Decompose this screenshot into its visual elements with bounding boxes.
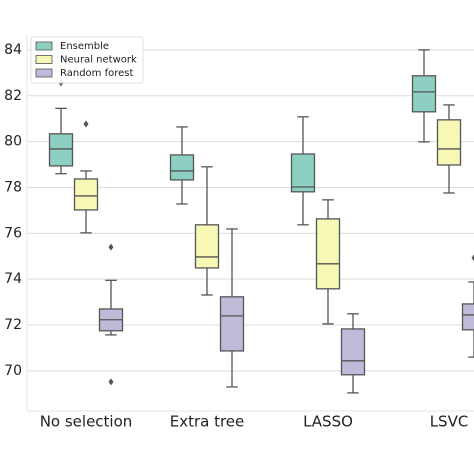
legend-swatch bbox=[35, 41, 53, 51]
legend-swatch bbox=[35, 55, 53, 64]
legend-label: Neural network bbox=[60, 55, 137, 66]
legend: Ensemble Neural network Random forest bbox=[30, 36, 144, 84]
flier bbox=[83, 120, 89, 128]
y-tick-label: 82 bbox=[4, 88, 22, 104]
plot-area bbox=[48, 49, 474, 394]
y-tick-label: 74 bbox=[4, 271, 22, 287]
x-tick-label: Extra tree bbox=[170, 413, 245, 431]
y-tick-label: 84 bbox=[4, 42, 22, 58]
box bbox=[194, 224, 220, 269]
box bbox=[48, 133, 74, 167]
box bbox=[340, 328, 366, 376]
y-tick-label: 72 bbox=[4, 317, 22, 333]
flier bbox=[108, 378, 114, 386]
x-tick-label: LSVC bbox=[430, 413, 469, 431]
box bbox=[436, 119, 462, 166]
legend-frame bbox=[30, 36, 144, 84]
y-tick-label: 80 bbox=[4, 134, 22, 150]
y-tick-label: 76 bbox=[4, 225, 22, 241]
y-tick-label: 78 bbox=[4, 179, 22, 195]
legend-label: Random forest bbox=[60, 68, 133, 79]
box bbox=[290, 153, 316, 193]
box bbox=[219, 296, 245, 352]
box bbox=[169, 154, 195, 181]
y-tick-label: 70 bbox=[4, 363, 22, 379]
x-tick-label: No selection bbox=[40, 413, 133, 431]
box bbox=[315, 218, 341, 290]
box bbox=[461, 303, 474, 331]
axes: 70 72 74 76 78 80 82 84 No selection Extra tree LA… bbox=[4, 35, 474, 431]
legend-label: Ensemble bbox=[60, 41, 109, 52]
box bbox=[411, 75, 437, 113]
box bbox=[73, 178, 99, 211]
x-tick-label: LASSO bbox=[303, 413, 353, 431]
flier bbox=[108, 243, 114, 251]
legend-swatch bbox=[35, 68, 53, 78]
flier bbox=[471, 254, 474, 262]
